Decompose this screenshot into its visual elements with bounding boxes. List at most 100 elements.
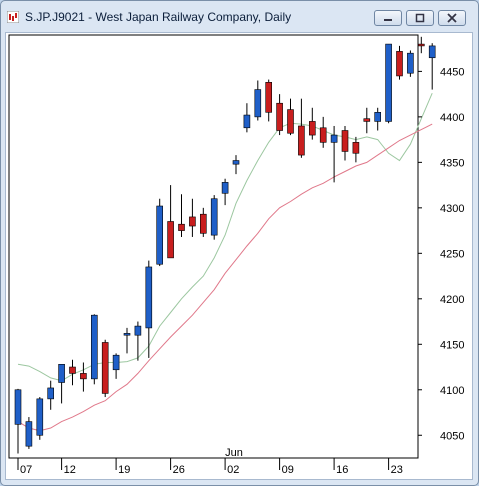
- candle: [352, 136, 360, 163]
- plot-frame: [8, 34, 419, 459]
- candle-body: [14, 389, 22, 425]
- candle: [243, 103, 251, 133]
- candle: [363, 107, 371, 134]
- candle-body: [167, 221, 174, 259]
- candle-body: [254, 89, 262, 118]
- candle-body: [308, 121, 316, 136]
- candle-body: [210, 198, 218, 236]
- x-month-label: Jun: [225, 447, 243, 459]
- candle-body: [363, 118, 371, 122]
- candle: [123, 327, 131, 354]
- y-tick-label: 4450: [440, 66, 464, 78]
- candle-body: [189, 216, 196, 227]
- candle-body: [232, 160, 240, 165]
- candle: [167, 185, 174, 259]
- x-tick-label: 02: [227, 464, 239, 476]
- candle-body: [25, 421, 33, 447]
- close-icon: [447, 13, 457, 23]
- candle-body: [319, 127, 327, 143]
- candle: [210, 195, 218, 240]
- candle: [112, 353, 120, 379]
- y-tick-label: 4100: [440, 385, 464, 397]
- y-tick-label: 4050: [440, 430, 464, 442]
- candle-body: [221, 182, 229, 194]
- candle-body: [134, 325, 142, 336]
- candle: [341, 125, 349, 161]
- candle-body: [145, 266, 153, 329]
- candle: [417, 36, 425, 54]
- candle-body: [178, 223, 185, 231]
- minimize-button[interactable]: [374, 10, 402, 26]
- candle-body: [396, 51, 403, 77]
- candle-body: [91, 314, 98, 380]
- candle-body: [352, 142, 360, 154]
- candle-body: [36, 398, 44, 436]
- candle-body: [112, 354, 120, 371]
- candle: [178, 194, 185, 237]
- candle: [276, 94, 283, 136]
- title-bar[interactable]: S.JP.J9021 - West Japan Railway Company,…: [1, 1, 478, 31]
- y-tick-label: 4300: [440, 203, 464, 215]
- x-tick-label: 16: [336, 464, 348, 476]
- chart-area: 4050 4100 4150 4200 4250 4300 4350 4400 4450 07 12…: [5, 32, 473, 480]
- candle-body: [69, 366, 76, 374]
- moving-average-long-line: [17, 123, 433, 432]
- candle-body: [265, 82, 273, 113]
- x-tick-label: 23: [391, 464, 403, 476]
- candle-body: [428, 45, 436, 59]
- candle: [47, 380, 55, 410]
- candle: [374, 107, 382, 131]
- candle-body: [330, 134, 338, 143]
- candle-body: [341, 130, 349, 152]
- maximize-icon: [415, 13, 425, 23]
- candle: [407, 50, 414, 77]
- x-tick-label: 12: [64, 464, 76, 476]
- candlestick-chart: 4050 4100 4150 4200 4250 4300 4350 4400 4450 07 12…: [8, 34, 464, 476]
- candle-body: [276, 102, 283, 131]
- candle: [80, 362, 87, 392]
- candle: [25, 417, 33, 449]
- candle-body: [287, 109, 294, 134]
- candle-body: [58, 364, 65, 383]
- y-tick-label: 4400: [440, 112, 464, 124]
- candle-body: [417, 43, 425, 47]
- candle: [134, 321, 142, 361]
- candle: [58, 364, 65, 404]
- candle: [145, 260, 153, 358]
- maximize-button[interactable]: [406, 10, 434, 26]
- moving-average-short-line: [17, 93, 433, 382]
- candle: [232, 155, 240, 175]
- candle-body: [243, 114, 251, 129]
- candle: [254, 80, 262, 121]
- candle: [298, 98, 305, 158]
- y-tick-label: 4150: [440, 339, 464, 351]
- candle: [396, 45, 403, 80]
- candle: [91, 314, 98, 385]
- candle-body: [407, 52, 414, 74]
- candle: [36, 397, 44, 440]
- candle: [330, 125, 338, 183]
- x-tick-label: 26: [173, 464, 185, 476]
- candle-body: [123, 333, 131, 336]
- candle-body: [200, 213, 207, 234]
- close-button[interactable]: [438, 10, 466, 26]
- candle-body: [156, 205, 163, 265]
- candle: [428, 43, 436, 90]
- minimize-icon: [384, 19, 392, 21]
- candle: [221, 178, 229, 206]
- candle: [287, 98, 294, 136]
- candle: [385, 43, 392, 124]
- chart-app-icon: [7, 11, 19, 23]
- candle-body: [47, 387, 55, 400]
- candle: [101, 339, 109, 398]
- y-tick-label: 4200: [440, 294, 464, 306]
- x-tick-label: 19: [118, 464, 130, 476]
- candle: [200, 207, 207, 237]
- candle-body: [101, 342, 109, 394]
- candle-body: [385, 43, 392, 122]
- y-tick-label: 4250: [440, 248, 464, 260]
- x-tick-label: 09: [282, 464, 294, 476]
- candle: [156, 198, 163, 267]
- candle: [308, 107, 316, 140]
